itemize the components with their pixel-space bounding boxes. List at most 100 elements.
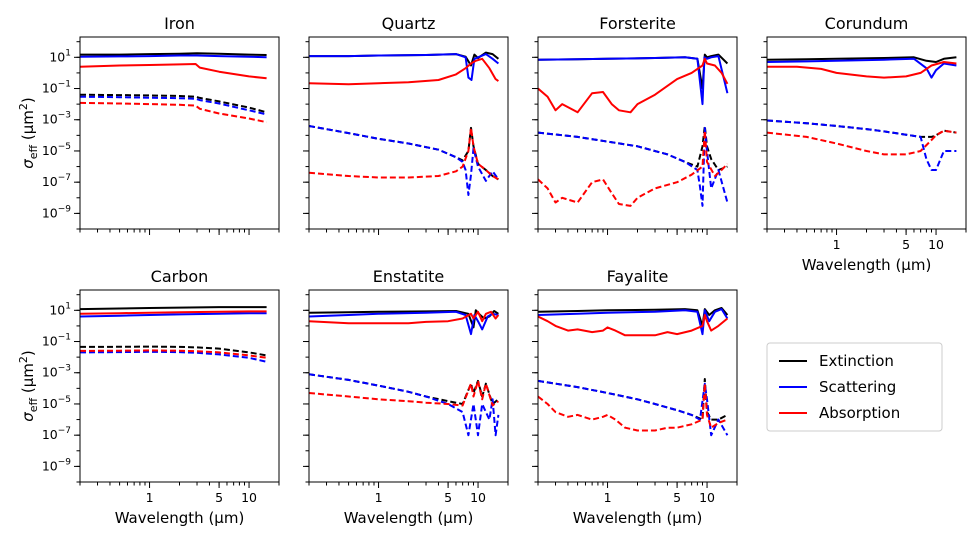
y-label-symbol: σ: [19, 159, 37, 169]
series-absorption-solid: [538, 314, 729, 337]
series-extinction-solid: [80, 306, 267, 311]
series-scattering-solid: [80, 312, 267, 318]
series-scattering-solid: [538, 308, 729, 336]
series-scattering-solid: [538, 55, 729, 106]
series-extinction-dashed: [538, 125, 728, 171]
x-tick-label: 1: [146, 490, 154, 505]
series-extinction-solid: [80, 52, 267, 56]
panel-title: Enstatite: [373, 267, 445, 286]
series-absorption-dashed: [309, 379, 499, 407]
y-tick-exponent: −5: [58, 395, 71, 405]
panel-title: Quartz: [382, 14, 436, 33]
series-absorption-dashed: [80, 349, 267, 359]
y-tick-exponent: −1: [58, 333, 71, 343]
y-tick-exponent: −7: [58, 173, 71, 183]
panel-title: Corundum: [825, 14, 909, 33]
x-axis-label: Wavelength (μm): [115, 509, 245, 527]
y-label-superscript: 2: [17, 356, 30, 363]
series-group: [309, 51, 500, 196]
series-scattering-dashed: [538, 379, 729, 437]
legend-label-absorption: Absorption: [819, 404, 900, 422]
y-tick-exponent: −1: [58, 80, 71, 90]
series-group: [538, 53, 729, 207]
y-tick-base: 10: [42, 334, 58, 349]
series-extinction-dashed: [80, 93, 267, 114]
y-label-unit-close: ): [19, 97, 37, 103]
x-tick-label: 1: [604, 490, 612, 505]
x-tick-label: 1: [375, 490, 383, 505]
series-scattering-dashed: [80, 350, 267, 363]
series-scattering-dashed: [767, 119, 957, 171]
y-label-unit-close: ): [19, 350, 37, 356]
x-tick-label: 5: [215, 490, 223, 505]
axes-frame: [308, 36, 509, 230]
y-tick-exponent: −5: [58, 142, 71, 152]
y-tick-label: 101: [49, 48, 71, 64]
series-group: [538, 307, 729, 437]
y-tick-base: 10: [49, 49, 65, 64]
y-axis-label: σeff (μm2): [17, 97, 40, 169]
series-absorption-solid: [80, 310, 267, 315]
panel-enstatite: Enstatite 1 5 10 Wavelength (μm): [303, 267, 509, 527]
legend-label-extinction: Extinction: [819, 352, 894, 370]
panel-quartz: Quartz: [303, 14, 509, 235]
y-tick-exponent: 1: [65, 48, 71, 58]
y-tick-base: 10: [49, 302, 65, 317]
x-tick-label: 1: [833, 237, 841, 252]
x-tick-label: 5: [673, 490, 681, 505]
series-scattering-dashed: [80, 95, 267, 116]
legend: Extinction Scattering Absorption: [766, 342, 943, 432]
series-absorption-solid: [767, 61, 957, 79]
panel-forsterite: Forsterite: [532, 14, 738, 235]
y-tick-exponent: −3: [58, 364, 71, 374]
series-absorption-solid: [538, 57, 729, 114]
y-tick-base: 10: [42, 365, 58, 380]
y-tick-exponent: −7: [58, 426, 71, 436]
series-group: [80, 306, 267, 363]
y-tick-base: 10: [42, 427, 58, 442]
series-group: [309, 309, 500, 437]
x-tick-label: 5: [444, 490, 452, 505]
x-tick-label: 10: [928, 237, 944, 252]
y-tick-label: 10−9: [42, 204, 71, 220]
y-axis-label: σeff (μm2): [17, 350, 40, 422]
y-tick-base: 10: [42, 112, 58, 127]
y-tick-base: 10: [42, 396, 58, 411]
y-tick-label: 10−9: [42, 457, 71, 473]
axes-frame: [79, 289, 280, 483]
panel-fayalite: Fayalite 1 5 10 Wavelength (μm): [532, 267, 738, 527]
y-tick-base: 10: [42, 458, 58, 473]
series-scattering-dashed: [538, 126, 729, 207]
series-absorption-dashed: [767, 129, 957, 156]
y-tick-base: 10: [42, 143, 58, 158]
y-label-subscript: eff: [27, 144, 40, 159]
y-tick-label: 10−5: [42, 142, 71, 158]
series-extinction-solid: [538, 307, 729, 327]
y-tick-base: 10: [42, 81, 58, 96]
y-tick-label: 101: [49, 301, 71, 317]
panel-title: Fayalite: [607, 267, 669, 286]
x-tick-label: 5: [902, 237, 910, 252]
series-absorption-solid: [80, 63, 267, 80]
series-group: [767, 56, 957, 171]
x-tick-label: 10: [699, 490, 715, 505]
y-tick-label: 10−7: [42, 426, 71, 442]
y-tick-base: 10: [42, 174, 58, 189]
series-absorption-solid: [309, 57, 499, 86]
series-absorption-dashed: [309, 126, 499, 181]
series-extinction-dashed: [80, 345, 267, 357]
series-absorption-dashed: [538, 382, 728, 432]
panel-title: Carbon: [151, 267, 209, 286]
x-tick-label: 10: [470, 490, 486, 505]
y-tick-label: 10−3: [42, 111, 71, 127]
panel-title: Iron: [164, 14, 195, 33]
series-scattering-dashed: [309, 373, 500, 437]
y-tick-label: 10−5: [42, 395, 71, 411]
y-label-subscript: eff: [27, 397, 40, 412]
y-label-unit: (μm: [19, 363, 37, 398]
series-absorption-dashed: [80, 101, 267, 124]
